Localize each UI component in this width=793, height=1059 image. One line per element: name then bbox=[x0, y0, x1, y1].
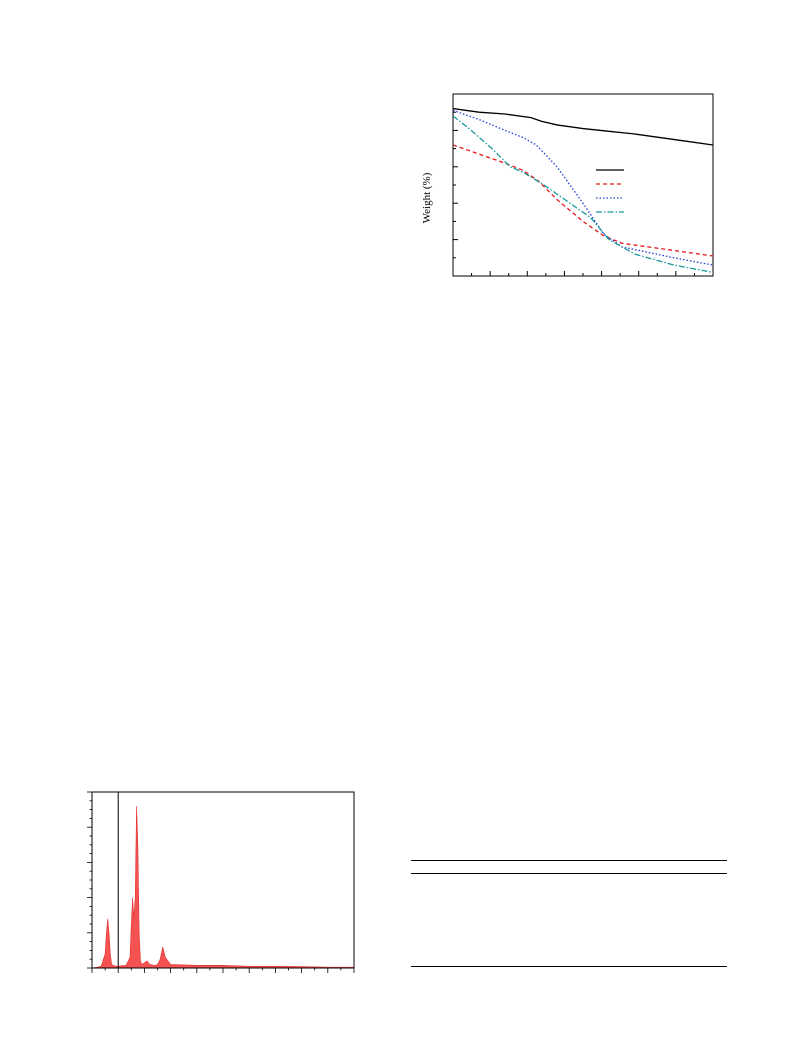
tga-chart-svg: Weight (%) bbox=[421, 93, 714, 277]
tga-chart: Weight (%) bbox=[410, 88, 720, 288]
table-header-rule bbox=[411, 873, 727, 874]
tga-series-line-1 bbox=[452, 107, 714, 146]
eds-spectrum-chart bbox=[84, 786, 356, 976]
table-top-rule bbox=[411, 860, 727, 861]
table-bottom-rule bbox=[411, 966, 727, 967]
data-table bbox=[411, 858, 727, 970]
tga-series-line-3 bbox=[452, 109, 714, 266]
eds-spectrum-svg bbox=[87, 791, 355, 973]
tga-plot-frame bbox=[452, 93, 714, 277]
eds-spectrum-area bbox=[91, 806, 355, 969]
tga-series-line-2 bbox=[452, 144, 714, 257]
tga-series-line-4 bbox=[452, 115, 714, 273]
tga-y-axis-label: Weight (%) bbox=[421, 172, 433, 223]
